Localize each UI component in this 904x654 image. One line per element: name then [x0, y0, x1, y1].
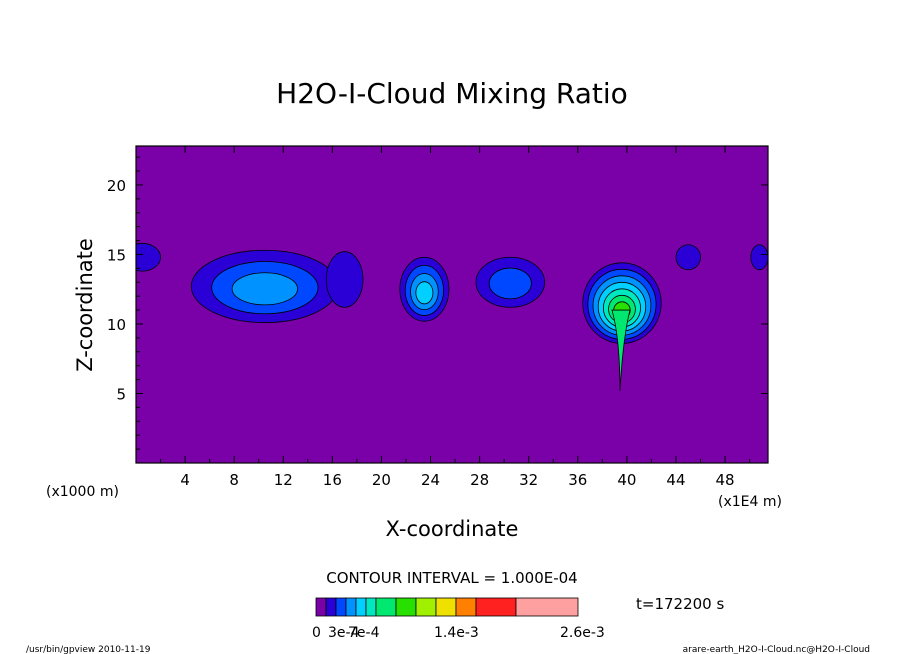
cloud-cell — [675, 244, 701, 271]
x-unit-right: (x1E4 m) — [718, 494, 782, 510]
x-tick-label: 24 — [421, 471, 440, 489]
colorbar-swatch — [415, 597, 437, 617]
x-tick-label: 16 — [323, 471, 342, 489]
x-tick-label: 8 — [229, 471, 239, 489]
x-axis-label: X-coordinate — [386, 517, 519, 541]
colorbar — [315, 597, 579, 617]
contour-level — [488, 267, 532, 300]
x-tick-label: 20 — [372, 471, 391, 489]
contour-level — [675, 244, 701, 271]
contour-interval-label: CONTOUR INTERVAL = 1.000E-04 — [326, 569, 577, 587]
x-tick-label: 44 — [666, 471, 685, 489]
y-ticks: 5 10 15 20 — [107, 156, 768, 450]
colorbar-swatch — [395, 597, 417, 617]
colorbar-swatch — [375, 597, 397, 617]
contour-level — [415, 281, 434, 305]
x-tick-label: 4 — [180, 471, 190, 489]
x-tick-label: 28 — [470, 471, 489, 489]
colorbar-labels: 0 3e-47e-4 1.4e-3 2.6e-3 — [312, 625, 605, 641]
cloud-tail — [611, 309, 631, 391]
contour-level — [325, 251, 364, 308]
colorbar-tick-label: 7e-4 — [348, 625, 380, 641]
x-tick-label: 48 — [716, 471, 735, 489]
colorbar-swatch — [435, 597, 457, 617]
footer-right: arare-earth_H2O-I-Cloud.nc@H2O-I-Cloud — [683, 645, 870, 654]
x-ticks: 4 8 12 16 20 24 28 32 36 40 44 48 — [160, 146, 751, 489]
colorbar-swatch — [455, 597, 477, 617]
y-tick-label: 5 — [116, 385, 126, 403]
y-tick-label: 20 — [107, 177, 126, 195]
colorbar-swatch — [345, 597, 357, 617]
x-unit-left: (x1000 m) — [46, 484, 119, 500]
footer-left: /usr/bin/gpview 2010-11-19 — [26, 645, 151, 654]
chart-title: H2O-I-Cloud Mixing Ratio — [276, 77, 628, 110]
plot-frame — [135, 145, 769, 464]
cloud-contours — [136, 242, 768, 391]
cloud-cell — [750, 244, 768, 271]
x-tick-label: 40 — [617, 471, 636, 489]
x-tick-label: 36 — [568, 471, 587, 489]
colorbar-tick-label: 1.4e-3 — [434, 625, 479, 641]
colorbar-swatch — [325, 597, 337, 617]
y-tick-label: 10 — [107, 316, 126, 334]
colorbar-tick-label: 3e-4 — [328, 625, 360, 641]
colorbar-swatch — [475, 597, 517, 617]
cloud-cell — [475, 256, 546, 308]
cloud-cell — [399, 256, 450, 322]
y-axis-label: Z-coordinate — [73, 238, 97, 372]
contour-level — [231, 272, 298, 306]
cloud-cell — [190, 249, 339, 323]
y-tick-label: 15 — [107, 246, 126, 264]
colorbar-swatch — [515, 597, 579, 617]
cloud-cell — [325, 251, 364, 308]
colorbar-swatch — [365, 597, 377, 617]
time-label: t=172200 s — [636, 595, 724, 613]
colorbar-tick-label: 2.6e-3 — [560, 625, 605, 641]
colorbar-swatch — [315, 597, 327, 617]
cloud-cell — [136, 242, 161, 272]
contour-level — [750, 244, 768, 271]
colorbar-tick-label: 0 — [312, 625, 321, 641]
colorbar-swatch — [335, 597, 347, 617]
x-tick-label: 32 — [519, 471, 538, 489]
x-tick-label: 12 — [274, 471, 293, 489]
colorbar-swatch — [355, 597, 367, 617]
contour-level — [136, 242, 161, 272]
cloud-cell — [582, 262, 662, 344]
